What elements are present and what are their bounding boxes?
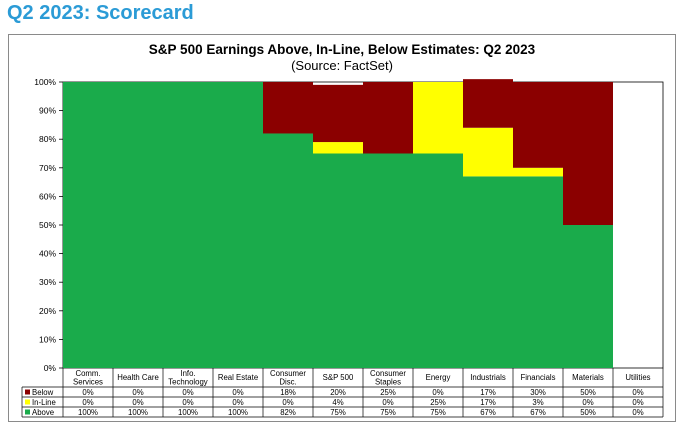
legend-swatch-in-line	[25, 399, 30, 405]
table-cell: 20%	[330, 388, 346, 397]
y-tick-label: 70%	[39, 163, 56, 173]
bar-above	[513, 176, 563, 368]
category-label: Staples	[375, 378, 401, 387]
category-label: Consumer	[370, 369, 406, 378]
bar-below	[463, 79, 513, 128]
category-label: Info.	[180, 369, 195, 378]
legend-label: Above	[32, 408, 54, 417]
y-tick-label: 100%	[34, 77, 56, 87]
category-label: S&P 500	[323, 373, 354, 382]
table-cell: 25%	[380, 388, 396, 397]
bar-above	[63, 82, 113, 368]
table-cell: 17%	[480, 388, 496, 397]
y-tick-label: 50%	[39, 220, 56, 230]
bar-below	[363, 82, 413, 154]
table-cell: 0%	[232, 398, 243, 407]
category-label: Comm.	[75, 369, 100, 378]
table-cell: 0%	[432, 388, 443, 397]
category-label: Financials	[520, 373, 555, 382]
bar-in-line	[413, 82, 463, 154]
table-cell: 4%	[332, 398, 343, 407]
table-cell: 0%	[382, 398, 393, 407]
legend-label: Below	[32, 388, 54, 397]
bar-in-line	[313, 142, 363, 154]
legend-swatch-below	[25, 389, 30, 395]
table-cell: 0%	[232, 388, 243, 397]
y-tick-label: 30%	[39, 277, 56, 287]
table-cell: 67%	[530, 408, 546, 417]
table-cell: 50%	[580, 388, 596, 397]
bar-above	[113, 82, 163, 368]
y-tick-label: 0%	[44, 363, 57, 373]
table-cell: 75%	[430, 408, 446, 417]
y-tick-label: 60%	[39, 191, 56, 201]
y-tick-label: 90%	[39, 106, 56, 116]
legend-swatch-above	[25, 409, 30, 415]
y-tick-label: 20%	[39, 306, 56, 316]
table-cell: 100%	[128, 408, 148, 417]
category-label: Utilities	[625, 373, 650, 382]
table-cell: 0%	[182, 388, 193, 397]
category-label: Consumer	[270, 369, 306, 378]
category-label: Health Care	[117, 373, 159, 382]
bar-above	[463, 176, 513, 368]
table-cell: 3%	[532, 398, 543, 407]
table-cell: 67%	[480, 408, 496, 417]
table-cell: 30%	[530, 388, 546, 397]
table-cell: 82%	[280, 408, 296, 417]
bar-below	[263, 82, 313, 134]
category-label: Energy	[426, 373, 451, 382]
table-cell: 0%	[632, 398, 643, 407]
bar-above	[313, 153, 363, 368]
table-cell: 0%	[632, 408, 643, 417]
table-cell: 100%	[228, 408, 248, 417]
table-cell: 0%	[282, 398, 293, 407]
page-title: Q2 2023: Scorecard	[7, 2, 194, 24]
y-tick-label: 10%	[39, 334, 56, 344]
category-label: Technology	[168, 378, 208, 387]
bar-above	[413, 153, 463, 368]
table-cell: 0%	[82, 388, 93, 397]
table-cell: 0%	[82, 398, 93, 407]
table-cell: 18%	[280, 388, 296, 397]
table-cell: 100%	[78, 408, 98, 417]
chart-subtitle: (Source: FactSet)	[291, 58, 393, 73]
y-tick-label: 40%	[39, 249, 56, 259]
table-cell: 100%	[178, 408, 198, 417]
table-cell: 25%	[430, 398, 446, 407]
category-label: Materials	[572, 373, 604, 382]
bar-below	[313, 84, 363, 143]
bar-below	[563, 82, 613, 225]
category-label: Industrials	[470, 373, 506, 382]
bar-in-line	[513, 167, 563, 177]
table-cell: 75%	[330, 408, 346, 417]
y-tick-label: 80%	[39, 134, 56, 144]
table-cell: 0%	[182, 398, 193, 407]
bar-below	[513, 82, 563, 168]
table-cell: 0%	[132, 388, 143, 397]
bar-above	[263, 133, 313, 368]
category-label: Disc.	[279, 378, 296, 387]
table-cell: 50%	[580, 408, 596, 417]
bar-in-line	[463, 127, 513, 177]
table-cell: 0%	[632, 388, 643, 397]
chart-title: S&P 500 Earnings Above, In-Line, Below E…	[148, 42, 536, 57]
table-cell: 0%	[132, 398, 143, 407]
table-cell: 17%	[480, 398, 496, 407]
table-cell: 0%	[582, 398, 593, 407]
bar-above	[213, 82, 263, 368]
legend-label: In-Line	[32, 398, 56, 407]
table-cell: 75%	[380, 408, 396, 417]
bar-above	[163, 82, 213, 368]
bar-above	[563, 225, 613, 368]
category-label: Services	[73, 378, 103, 387]
bar-above	[363, 153, 413, 368]
category-label: Real Estate	[218, 373, 258, 382]
